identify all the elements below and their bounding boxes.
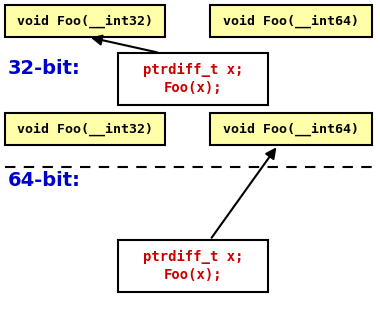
FancyBboxPatch shape <box>5 113 165 145</box>
Text: ptrdiff_t x;
Foo(x);: ptrdiff_t x; Foo(x); <box>143 63 243 95</box>
Text: void Foo(__int32): void Foo(__int32) <box>17 14 153 28</box>
Text: void Foo(__int32): void Foo(__int32) <box>17 122 153 136</box>
Text: void Foo(__int64): void Foo(__int64) <box>223 122 359 136</box>
Text: ptrdiff_t x;
Foo(x);: ptrdiff_t x; Foo(x); <box>143 250 243 282</box>
FancyBboxPatch shape <box>210 5 372 37</box>
FancyBboxPatch shape <box>118 240 268 292</box>
FancyBboxPatch shape <box>210 113 372 145</box>
Text: 32-bit:: 32-bit: <box>8 58 81 78</box>
Text: 64-bit:: 64-bit: <box>8 171 81 189</box>
FancyBboxPatch shape <box>5 5 165 37</box>
Text: void Foo(__int64): void Foo(__int64) <box>223 14 359 28</box>
FancyBboxPatch shape <box>118 53 268 105</box>
